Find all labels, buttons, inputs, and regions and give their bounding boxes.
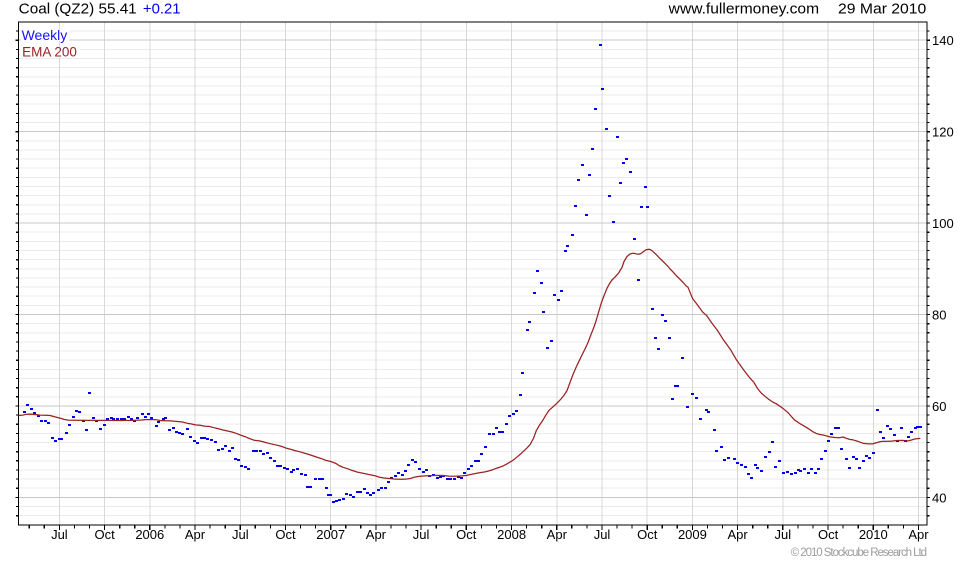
svg-text:Apr: Apr	[185, 527, 206, 542]
svg-text:Apr: Apr	[727, 527, 748, 542]
svg-text:40: 40	[932, 490, 946, 505]
svg-text:2006: 2006	[135, 527, 164, 542]
svg-text:Apr: Apr	[908, 527, 929, 542]
svg-text:Apr: Apr	[547, 527, 568, 542]
svg-text:2007: 2007	[316, 527, 345, 542]
svg-text:© 2010 Stockcube Research Ltd: © 2010 Stockcube Research Ltd	[791, 547, 927, 559]
svg-text:Oct: Oct	[275, 527, 296, 542]
svg-text:Apr: Apr	[366, 527, 387, 542]
svg-text:Oct: Oct	[94, 527, 115, 542]
svg-text:Weekly: Weekly	[22, 27, 68, 43]
svg-text:29 Mar 2010: 29 Mar 2010	[838, 0, 926, 17]
svg-text:+0.21: +0.21	[143, 0, 181, 17]
svg-text:Oct: Oct	[456, 527, 477, 542]
svg-text:2008: 2008	[497, 527, 526, 542]
svg-text:Oct: Oct	[818, 527, 839, 542]
svg-text:100: 100	[932, 216, 954, 231]
svg-text:Jul: Jul	[774, 527, 791, 542]
svg-text:2010: 2010	[859, 527, 888, 542]
svg-text:Jul: Jul	[594, 527, 611, 542]
svg-text:EMA 200: EMA 200	[22, 45, 77, 60]
svg-text:140: 140	[932, 33, 954, 48]
svg-text:Jul: Jul	[51, 527, 68, 542]
svg-text:120: 120	[932, 125, 954, 140]
svg-text:60: 60	[932, 399, 946, 414]
svg-text:Jul: Jul	[413, 527, 430, 542]
svg-text:Coal (QZ2) 55.41: Coal (QZ2) 55.41	[19, 0, 137, 17]
svg-text:www.fullermoney.com: www.fullermoney.com	[668, 0, 819, 17]
svg-text:80: 80	[932, 308, 946, 323]
svg-text:2009: 2009	[678, 527, 707, 542]
svg-text:Jul: Jul	[232, 527, 249, 542]
svg-text:Oct: Oct	[637, 527, 658, 542]
